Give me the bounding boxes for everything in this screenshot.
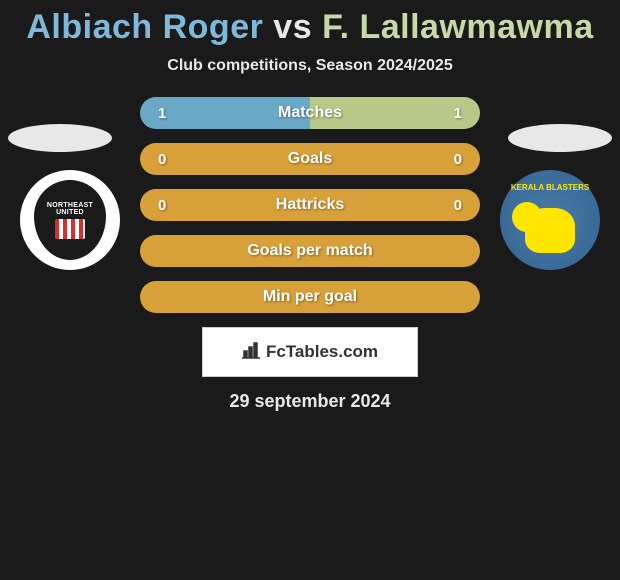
date: 29 september 2024 — [0, 391, 620, 412]
stat-row: Goals per match — [140, 235, 480, 267]
stat-row: 1 Matches 1 — [140, 97, 480, 129]
logo-left-text2: UNITED — [56, 209, 84, 216]
northeast-united-shield-icon: NORTHEAST UNITED — [34, 180, 106, 260]
elephant-icon — [525, 208, 575, 253]
stat-value-right: 0 — [454, 197, 462, 214]
player2-name: F. Lallawmawma — [322, 8, 594, 46]
stat-value-left: 0 — [158, 197, 166, 214]
stat-row: 0 Goals 0 — [140, 143, 480, 175]
chart-icon — [242, 341, 262, 364]
comparison-widget: Albiach Roger vs F. Lallawmawma Club com… — [0, 0, 620, 580]
logo-right-text: KERALA BLASTERS — [511, 184, 589, 193]
stat-value-left: 0 — [158, 151, 166, 168]
stat-label: Goals — [288, 150, 332, 168]
player1-name: Albiach Roger — [26, 8, 263, 46]
flag-right — [508, 124, 612, 152]
page-title: Albiach Roger vs F. Lallawmawma — [0, 8, 620, 47]
stat-label: Goals per match — [247, 242, 372, 260]
logo-left-text1: NORTHEAST — [47, 202, 93, 209]
stat-row: 0 Hattricks 0 — [140, 189, 480, 221]
stat-value-right: 0 — [454, 151, 462, 168]
watermark-text: FcTables.com — [266, 342, 378, 362]
flag-left — [8, 124, 112, 152]
watermark: FcTables.com — [202, 327, 418, 377]
subtitle: Club competitions, Season 2024/2025 — [0, 57, 620, 75]
stat-label: Matches — [278, 104, 342, 122]
vs-text: vs — [273, 8, 312, 46]
club-logo-left: NORTHEAST UNITED — [20, 170, 120, 270]
stat-label: Min per goal — [263, 288, 357, 306]
stat-row: Min per goal — [140, 281, 480, 313]
club-logo-right: KERALA BLASTERS — [500, 170, 600, 270]
stat-value-right: 1 — [454, 105, 462, 122]
stat-value-left: 1 — [158, 105, 166, 122]
stat-label: Hattricks — [276, 196, 344, 214]
stats-panel: 1 Matches 1 0 Goals 0 0 Hattricks 0 Goals per mat… — [140, 97, 480, 313]
logo-left-stripes-icon — [55, 219, 85, 239]
